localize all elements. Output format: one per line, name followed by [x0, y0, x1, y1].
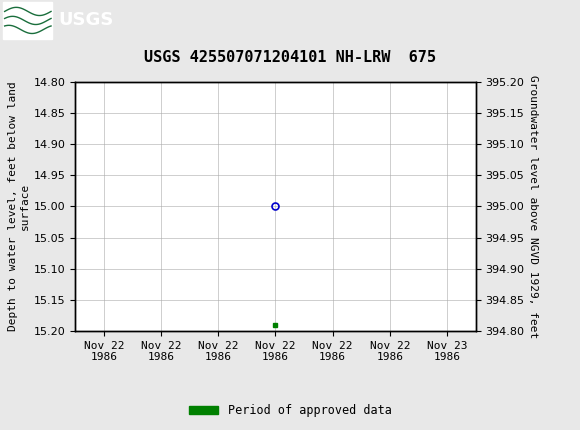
- Text: USGS 425507071204101 NH-LRW  675: USGS 425507071204101 NH-LRW 675: [144, 49, 436, 64]
- Y-axis label: Depth to water level, feet below land
surface: Depth to water level, feet below land su…: [8, 82, 30, 331]
- Y-axis label: Groundwater level above NGVD 1929, feet: Groundwater level above NGVD 1929, feet: [528, 75, 538, 338]
- Legend: Period of approved data: Period of approved data: [184, 399, 396, 422]
- Bar: [3, 2, 52, 39]
- Text: USGS: USGS: [58, 12, 113, 29]
